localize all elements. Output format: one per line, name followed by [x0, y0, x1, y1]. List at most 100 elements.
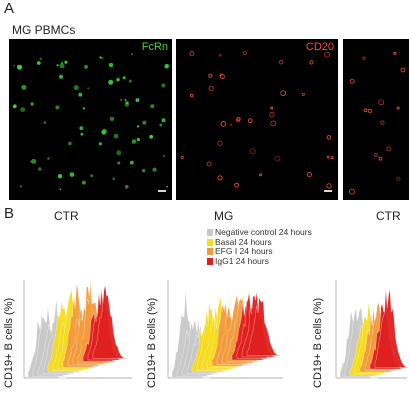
histogram-mg	[167, 280, 285, 379]
cell-dot	[362, 56, 366, 60]
cell-dot	[87, 87, 90, 90]
fcrn-cells	[12, 53, 169, 191]
cell-dot	[120, 99, 123, 101]
cell-dot	[306, 171, 312, 178]
cell-dot	[220, 121, 227, 127]
y-axis-label: CD19+ B cells (%)	[312, 297, 324, 388]
cell-dot	[400, 67, 406, 73]
cell-dot	[55, 105, 60, 110]
cell-dot	[367, 108, 373, 114]
cell-dot	[108, 62, 114, 68]
cell-dot	[59, 63, 65, 69]
cell-dot	[21, 84, 27, 90]
cell-dot	[125, 184, 129, 189]
cell-dot	[101, 129, 107, 135]
cell-dot	[219, 74, 225, 80]
legend-label: IgG1 24 hours	[215, 255, 269, 266]
micrograph-label-fcrn: FcRn	[141, 41, 168, 53]
cell-dot	[56, 64, 59, 67]
cell-dot	[30, 102, 34, 106]
cell-dot	[124, 98, 127, 101]
cell-dot	[396, 106, 400, 110]
cell-dot	[380, 120, 385, 125]
cell-dot	[348, 188, 355, 195]
cell-dot	[81, 180, 86, 185]
cell-dot	[131, 53, 133, 55]
cell-dot	[234, 182, 239, 188]
cell-dot	[99, 56, 102, 59]
cell-dot	[269, 111, 275, 118]
y-axis-label: CD19+ B cells (%)	[3, 297, 15, 388]
legend-swatch	[207, 238, 213, 246]
legend-swatch	[207, 229, 213, 237]
cell-dot	[218, 53, 222, 57]
cell-dot	[31, 158, 37, 164]
cell-dot	[217, 140, 223, 146]
cell-dot	[109, 116, 115, 121]
cell-dot	[60, 61, 63, 64]
cell-dot	[349, 78, 355, 84]
cell-dot	[19, 185, 22, 188]
cell-dot	[280, 90, 287, 97]
cell-dot	[190, 93, 194, 98]
micrograph-cd20: CD20	[176, 39, 338, 200]
cell-dot	[326, 183, 332, 189]
group-label-ctr: CTR	[54, 209, 79, 223]
legend-item: EFG I 24 hours	[207, 247, 312, 257]
cell-dot	[20, 107, 26, 112]
cell-dot	[12, 104, 17, 109]
cell-dot	[64, 60, 68, 64]
cell-dot	[82, 107, 86, 110]
cell-dot	[378, 156, 383, 161]
legend-item: IgG1 24 hours	[207, 255, 312, 267]
cell-dot	[84, 65, 88, 69]
cell-dot	[13, 64, 15, 67]
histogram-ctr-2	[335, 280, 409, 379]
cell-dot	[59, 74, 63, 79]
sample-label: MG PBMCs	[12, 23, 76, 37]
cell-dot	[363, 108, 368, 113]
cell-dot	[136, 125, 140, 128]
legend-item: Basal 24 hours	[207, 236, 312, 248]
micrograph-third	[343, 39, 409, 200]
legend-item: Negative control 24 hours	[207, 227, 312, 238]
micrograph-label-cd20: CD20	[305, 41, 334, 53]
cell-dot	[90, 174, 94, 178]
cell-dot	[98, 142, 102, 146]
cell-dot	[47, 157, 50, 160]
legend-label: Basal 24 hours	[215, 236, 272, 247]
group-label-mg: MG	[214, 209, 234, 223]
cell-dot	[117, 161, 121, 165]
cell-dot	[43, 121, 46, 124]
cell-dot	[270, 120, 277, 127]
cell-dot	[131, 139, 137, 144]
cell-dot	[189, 51, 195, 56]
legend: Negative control 24 hours Basal 24 hours…	[207, 227, 312, 267]
cell-dot	[301, 92, 305, 96]
cell-dot	[57, 174, 63, 179]
cell-dot	[80, 132, 84, 136]
cell-dot	[39, 57, 42, 60]
cell-dot	[59, 188, 62, 191]
cell-dot	[125, 101, 129, 105]
panel-letter-b: B	[4, 205, 15, 222]
scale-bar	[158, 190, 166, 192]
y-axis-label: CD19+ B cells (%)	[146, 297, 158, 388]
cell-dot	[116, 150, 122, 156]
cell-dot	[142, 120, 147, 125]
cell-dot	[219, 73, 223, 77]
cell-dot	[38, 167, 42, 171]
cell-dot	[242, 51, 247, 56]
cell-dot	[374, 153, 378, 157]
cell-dot	[128, 79, 132, 83]
scale-bar	[324, 190, 332, 192]
third-cells	[348, 51, 406, 195]
panel-letter-a: A	[4, 0, 15, 17]
cell-dot	[78, 92, 83, 97]
legend-label: EFG I 24 hours	[215, 246, 273, 257]
cell-dot	[259, 173, 263, 177]
cell-dot	[270, 106, 274, 110]
micrograph-fcrn: FcRn	[9, 39, 172, 200]
group-label-ctr-2: CTR	[376, 209, 401, 223]
cell-dot	[73, 85, 79, 91]
